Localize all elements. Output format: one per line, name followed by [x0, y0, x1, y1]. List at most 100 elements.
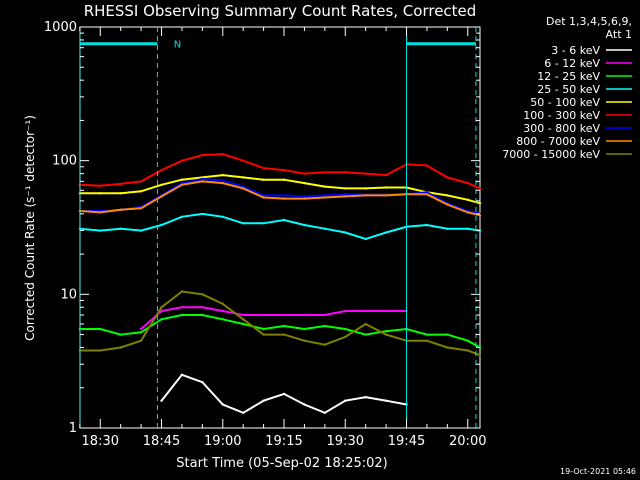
series-point	[282, 168, 286, 172]
series-point	[384, 186, 388, 189]
series-point	[221, 309, 224, 313]
series-point	[180, 306, 184, 309]
series-point	[201, 180, 204, 183]
legend-label: 3 - 6 keV	[551, 44, 600, 57]
series-point	[242, 322, 245, 326]
series-point	[282, 218, 286, 222]
series-point	[99, 184, 102, 187]
y-tick-label: 10	[60, 287, 77, 302]
x-tick-label: 19:45	[388, 434, 425, 449]
series-point	[262, 313, 265, 317]
series-point	[446, 176, 449, 179]
series-layer	[78, 152, 482, 414]
series-point	[139, 229, 143, 232]
series-point	[221, 181, 224, 185]
x-tick-label: 18:30	[82, 434, 119, 449]
series-point	[364, 333, 367, 336]
series-point	[99, 192, 102, 195]
series-point	[282, 313, 286, 317]
series-point	[384, 231, 388, 234]
series-point	[262, 178, 265, 181]
series-point	[139, 190, 143, 193]
series-point	[384, 399, 388, 402]
series-point	[303, 197, 306, 200]
x-tick-label: 20:00	[449, 434, 486, 449]
series-point	[478, 187, 482, 190]
series-point	[364, 172, 367, 175]
series-point	[425, 193, 429, 196]
series-group	[78, 290, 482, 357]
series-point	[364, 187, 367, 190]
annotation-label: N	[174, 40, 181, 51]
series-point	[364, 396, 367, 399]
legend-label: 7000 - 15000 keV	[502, 148, 600, 161]
series-point	[180, 159, 184, 162]
series-point	[221, 318, 224, 321]
series-point	[201, 381, 204, 384]
series-point	[180, 313, 184, 317]
series-point	[446, 194, 449, 197]
legend-label: 25 - 50 keV	[537, 83, 600, 96]
legend-label: 6 - 12 keV	[544, 57, 600, 70]
series-point	[466, 339, 469, 342]
series-point	[364, 309, 367, 313]
series-point	[425, 339, 429, 342]
series-point	[384, 173, 388, 177]
series-point	[303, 195, 306, 198]
series-point	[99, 349, 102, 352]
series-group	[139, 306, 408, 331]
series-point	[344, 327, 347, 331]
series-point	[466, 227, 469, 230]
series-point	[466, 349, 469, 352]
series-point	[160, 306, 163, 309]
series-point	[425, 164, 429, 167]
y-tick-label: 1000	[44, 20, 77, 35]
series-point	[139, 327, 143, 331]
series-point	[180, 215, 184, 218]
series-point	[384, 330, 388, 333]
series-point	[262, 196, 265, 199]
series-point	[160, 318, 163, 321]
series-point	[242, 222, 245, 225]
x-tick-label: 18:45	[143, 434, 180, 449]
series-point	[99, 211, 102, 214]
series-point	[160, 309, 163, 313]
series-point	[242, 313, 245, 317]
series-point	[221, 152, 224, 156]
series-point	[262, 194, 265, 197]
x-tick-label: 19:30	[327, 434, 364, 449]
series-point	[478, 202, 482, 205]
series-point	[323, 313, 326, 317]
series-point	[221, 302, 224, 305]
series-point	[466, 181, 469, 185]
series-point	[323, 171, 326, 174]
series-point	[119, 192, 122, 195]
series-point	[282, 392, 286, 396]
y-axis-label: Corrected Count Rate (s⁻¹ detector⁻¹)	[23, 115, 37, 341]
series-point	[119, 346, 122, 349]
series-point	[323, 324, 326, 328]
series-group	[78, 152, 482, 190]
series-point	[139, 339, 143, 342]
series-point	[282, 197, 286, 200]
series-point	[323, 227, 326, 230]
series-group	[78, 180, 482, 217]
y-tick-label: 100	[52, 154, 77, 169]
series-point	[384, 309, 388, 313]
series-point	[242, 411, 245, 414]
series-point	[364, 237, 367, 241]
series-point	[384, 333, 388, 336]
series-point	[323, 343, 326, 346]
series-point	[344, 171, 347, 174]
series-point	[201, 212, 204, 216]
series-point	[160, 399, 163, 402]
series-point	[180, 290, 184, 293]
series-point	[425, 191, 429, 194]
series-point	[446, 203, 449, 206]
x-tick-label: 19:15	[265, 434, 302, 449]
series-point	[180, 373, 184, 376]
series-point	[364, 322, 367, 326]
series-point	[160, 168, 163, 172]
